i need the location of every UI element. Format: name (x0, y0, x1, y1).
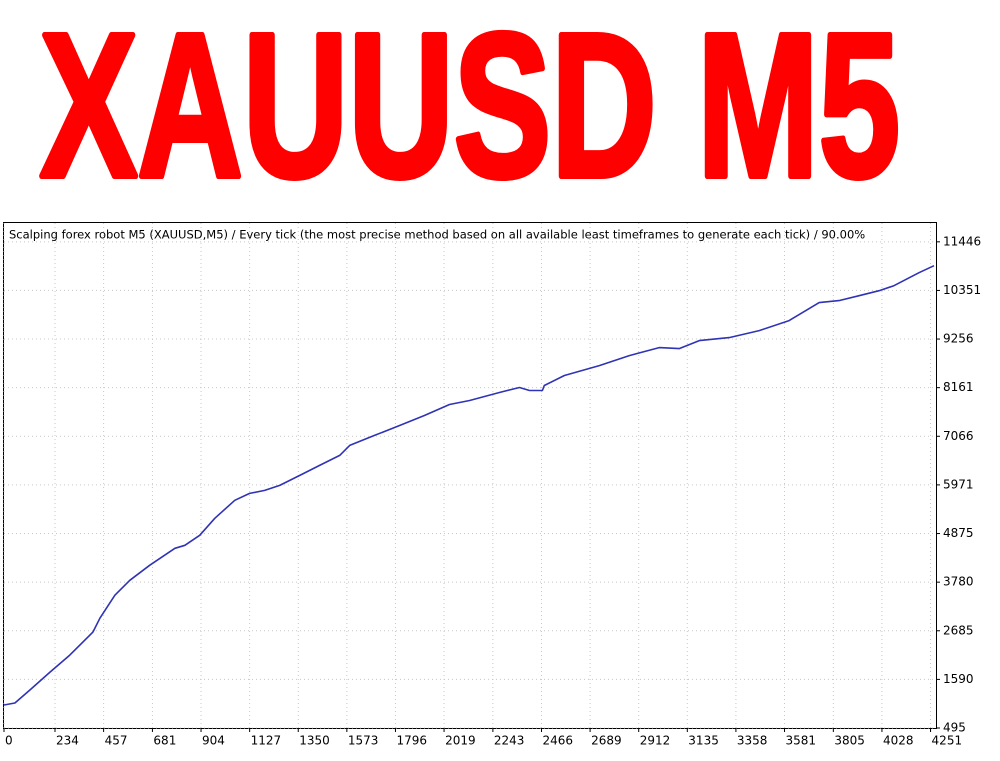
x-tick-label: 3805 (834, 734, 865, 748)
x-tick-label: 1127 (251, 734, 282, 748)
x-tick-label: 2019 (445, 734, 476, 748)
x-tick-label: 2243 (494, 734, 525, 748)
x-tick-label: 1350 (299, 734, 330, 748)
y-tick-label: 5971 (943, 477, 974, 491)
y-tick-label: 11446 (943, 234, 981, 248)
y-tick-label: 9256 (943, 332, 974, 346)
x-tick-label: 2912 (640, 734, 671, 748)
y-tick-label: 1590 (943, 672, 974, 686)
x-tick-label: 2689 (591, 734, 622, 748)
balance-line (3, 264, 935, 706)
plot-frame (3, 222, 937, 729)
x-tick-label: 0 (5, 734, 13, 748)
x-tick-label: 4028 (883, 734, 914, 748)
y-tick-label: 10351 (943, 283, 981, 297)
y-tick-label: 8161 (943, 380, 974, 394)
x-tick-label: 3581 (786, 734, 817, 748)
x-tick-label: 3135 (688, 734, 719, 748)
banner-title: XAUUSD M5 (40, 0, 900, 220)
x-tick-label: 1573 (348, 734, 379, 748)
chart-subtitle: Scalping forex robot M5 (XAUUSD,M5) / Ev… (9, 228, 865, 242)
x-tick-label: 234 (56, 734, 79, 748)
y-tick-label: 4875 (943, 526, 974, 540)
y-tick-label: 495 (943, 721, 966, 735)
y-tick-label: 3780 (943, 575, 974, 589)
x-tick-label: 3358 (737, 734, 768, 748)
x-tick-label: 1796 (396, 734, 427, 748)
x-tick-label: 681 (153, 734, 176, 748)
x-tick-label: 2466 (542, 734, 573, 748)
x-tick-label: 457 (105, 734, 128, 748)
y-tick-label: 7066 (943, 429, 974, 443)
x-tick-label: 904 (202, 734, 225, 748)
x-tick-label: 4251 (932, 734, 963, 748)
y-tick-label: 2685 (943, 623, 974, 637)
